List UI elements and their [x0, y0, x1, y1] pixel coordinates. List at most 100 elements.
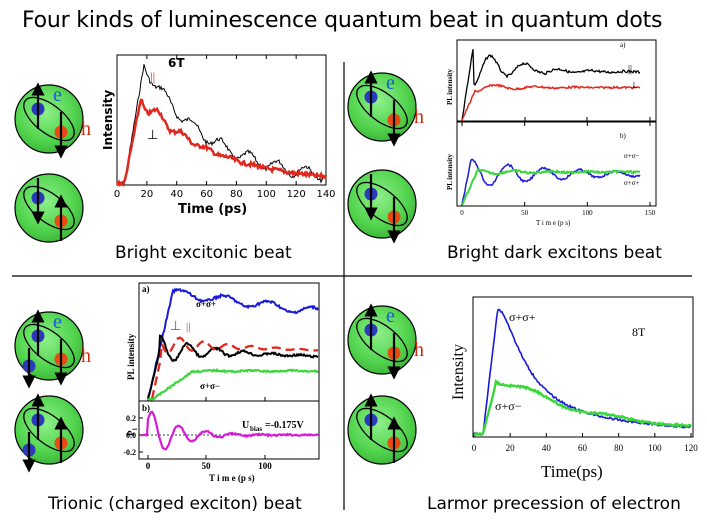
y-axis-label: Intensity — [101, 90, 115, 150]
x-axis-label: Time(ps) — [541, 462, 603, 481]
parallel-label: || — [186, 321, 190, 333]
caption-bright-exciton: Bright excitonic beat — [115, 243, 292, 263]
x-axis-label: Time (ps) — [178, 202, 247, 217]
exciton-orbit — [356, 317, 408, 363]
x-tick-label: 120 — [684, 443, 698, 453]
spin-h-label: h — [414, 106, 424, 128]
sigma-pp-label: σ+σ+ — [196, 299, 216, 309]
parallel-label: || — [628, 64, 632, 75]
dot-sphere — [347, 169, 417, 239]
label-b: b) — [142, 403, 150, 413]
x-axis-label: T i m e (p s) — [209, 473, 255, 483]
dot-sphere — [347, 305, 417, 375]
y-tick-label: 0.0 — [126, 431, 136, 440]
svg-text:P: P — [126, 430, 136, 436]
quantum-dot: eh — [14, 82, 91, 159]
quantum-dot — [14, 173, 84, 243]
label-a: a) — [620, 41, 626, 49]
series-sigma-pm — [473, 379, 692, 437]
series-sigma-pp — [147, 287, 319, 399]
x-tick-label: 150 — [645, 209, 656, 217]
dot-sphere — [347, 72, 417, 142]
quantum-dot: eh — [347, 303, 424, 380]
x-tick-label: 100 — [648, 443, 662, 453]
plot-bright-exciton: 0 20 40 60 80 100 120 140 6T || ⊥ Intensity Tim… — [101, 54, 336, 217]
x-tick-label: 0 — [472, 443, 477, 453]
spin-h-label: h — [81, 118, 91, 140]
plot-larmor: 0 20 40 60 80 100 120 σ+σ+ σ+σ− 8T Intensity T… — [450, 296, 698, 481]
x-axis-label: T i m e (p s) — [536, 219, 571, 227]
ubias-label: U bias =-0.175V — [242, 420, 305, 433]
spin-e-label: e — [386, 305, 395, 327]
series-sigma-pm — [461, 158, 641, 206]
spin-e-label: e — [53, 311, 62, 333]
x-tick-label: 50 — [202, 461, 212, 471]
spin-h-label: h — [414, 339, 424, 361]
x-tick-label: 100 — [582, 209, 593, 217]
y-axis-label-b: PL intensity — [446, 154, 454, 190]
x-tick-label: 0 — [146, 461, 151, 471]
dot-sphere — [14, 173, 84, 243]
x-tick-label: 100 — [258, 461, 272, 471]
y-axis-label-a: PL intensity — [446, 69, 454, 105]
field-label: 6T — [168, 56, 185, 70]
parallel-label: || — [150, 69, 155, 84]
label-a: a) — [142, 284, 150, 294]
perp-label: ⊥ — [630, 80, 638, 90]
series-perpendicular — [115, 98, 328, 188]
dot-sphere — [347, 395, 417, 465]
x-tick-label: 60 — [200, 189, 213, 200]
x-tick-label: 0 — [460, 209, 464, 217]
series-perpendicular — [461, 83, 641, 121]
y-axis-label: Intensity — [450, 344, 467, 400]
series-sigma-pm — [147, 367, 319, 401]
series-sigma-pp — [473, 308, 692, 436]
x-tick-label: 120 — [287, 189, 306, 200]
quantum-dot: eh — [347, 70, 424, 147]
sigma-pm-label: σ+σ− — [200, 381, 220, 391]
x-tick-label: 80 — [230, 189, 243, 200]
spin-e-label: e — [386, 72, 395, 94]
series-parallel — [116, 64, 327, 187]
series-parallel — [461, 49, 641, 122]
y-tick-label: -0.2 — [123, 448, 136, 457]
exciton-orbit — [23, 96, 75, 142]
field-label: 8T — [632, 325, 646, 339]
label-b: b) — [620, 132, 627, 140]
exciton-orbit — [23, 323, 75, 369]
x-tick-label: 20 — [140, 189, 153, 200]
spin-h-label: h — [81, 345, 91, 367]
caption-larmor: Larmor precession of electron — [427, 494, 681, 514]
series-sigma-pp — [461, 168, 640, 206]
svg-text:U: U — [242, 420, 249, 431]
sigma-pm-label: σ+σ− — [495, 399, 522, 413]
series-polarization — [140, 410, 319, 451]
exciton-orbit — [356, 84, 408, 130]
quantum-dot: eh — [14, 309, 91, 389]
x-tick-label: 40 — [542, 443, 552, 453]
caption-trion: Trionic (charged exciton) beat — [48, 494, 302, 514]
series-perpendicular — [150, 336, 319, 400]
sigma-pm-label: σ+σ− — [624, 152, 639, 160]
x-tick-label: 50 — [521, 209, 529, 217]
y-axis-label-bottom: P l — [126, 428, 139, 436]
x-tick-label: 40 — [170, 189, 183, 200]
y-axis-label-top: PL intensity — [126, 333, 136, 380]
plot-bright-dark: 0 50 100 150 a) b) || ⊥ σ+σ− σ+σ+ PL intens… — [446, 39, 657, 227]
x-tick-label: 140 — [316, 189, 335, 200]
spin-e-label: e — [53, 84, 62, 106]
svg-text:bias: bias — [250, 425, 262, 433]
svg-text:=-0.175V: =-0.175V — [265, 420, 305, 431]
page-title: Four kinds of luminescence quantum beat … — [22, 8, 663, 33]
quantum-dot — [347, 393, 417, 465]
perp-label: ⊥ — [170, 318, 181, 333]
perp-label: ⊥ — [147, 127, 158, 142]
quantum-dot — [347, 169, 417, 244]
dot-sphere — [14, 84, 84, 154]
caption-bright-dark: Bright dark excitons beat — [447, 243, 662, 263]
y-tick-label: 0.2 — [126, 414, 136, 423]
x-tick-label: 100 — [257, 189, 276, 200]
quantum-dot — [14, 393, 84, 473]
x-tick-label: 0 — [114, 189, 120, 200]
